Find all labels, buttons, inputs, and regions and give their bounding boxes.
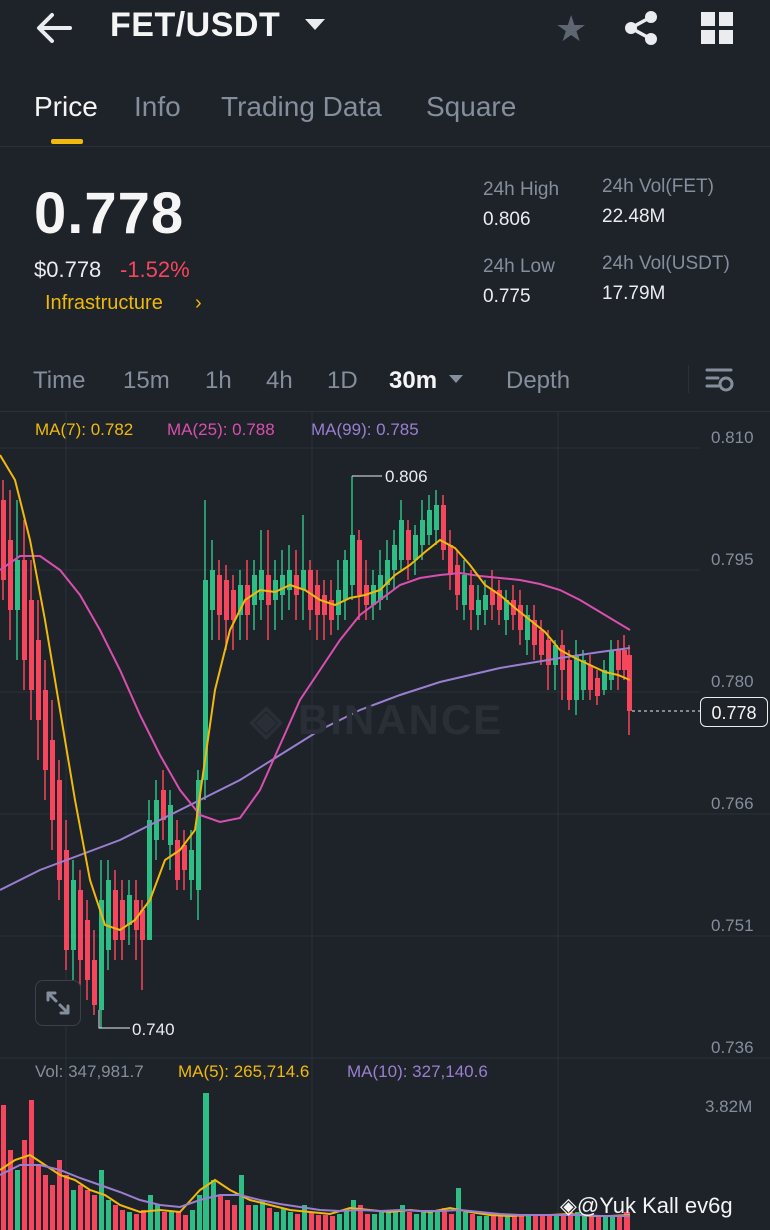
binance-diamond-icon: ◈ — [560, 1193, 577, 1218]
tab-square[interactable]: Square — [426, 91, 517, 122]
divider — [688, 365, 689, 393]
y-axis-tick: 0.736 — [711, 1038, 754, 1057]
vol-base-value: 22.48M — [602, 206, 666, 227]
favorite-star-icon[interactable]: ★ — [555, 8, 588, 49]
tf-time[interactable]: Time — [33, 367, 86, 394]
high-marker-label: 0.806 — [385, 467, 428, 486]
vol-base-label: 24h Vol(FET) — [602, 176, 714, 197]
high-value: 0.806 — [483, 209, 531, 230]
tab-info[interactable]: Info — [134, 91, 181, 122]
ma25-legend: MA(25): 0.788 — [167, 420, 275, 439]
vol-ma10-legend: MA(10): 327,140.6 — [347, 1062, 488, 1081]
timeframe-dropdown-icon[interactable] — [449, 375, 463, 383]
current-price-badge: 0.778 — [700, 697, 768, 727]
y-axis-tick: 0.751 — [711, 916, 754, 935]
tab-price[interactable]: Price — [34, 91, 98, 122]
back-arrow-icon[interactable] — [34, 10, 74, 46]
binance-logo-icon: ◈ — [250, 696, 298, 743]
share-icon[interactable] — [622, 9, 660, 47]
y-axis-tick: 0.780 — [711, 672, 754, 691]
binance-watermark: ◈ BINANCE — [250, 696, 504, 743]
low-label: 24h Low — [483, 256, 555, 277]
volume-legend: Vol: 347,981.7 — [35, 1062, 144, 1081]
vol-ma10-line — [0, 1164, 630, 1217]
tf-4h[interactable]: 4h — [266, 367, 293, 394]
low-marker-label: 0.740 — [132, 1020, 175, 1039]
ma7-legend: MA(7): 0.782 — [35, 420, 134, 439]
pair-dropdown-icon[interactable] — [305, 19, 325, 30]
timeframe-bar: Time 15m 1h 4h 1D 30m Depth — [0, 355, 770, 412]
active-tab-indicator — [51, 139, 83, 144]
usd-price: $0.778 — [34, 257, 102, 282]
low-marker-line — [98, 1010, 130, 1029]
tf-depth[interactable]: Depth — [506, 367, 571, 394]
ma25-line — [0, 555, 631, 824]
tf-30m[interactable]: 30m — [389, 367, 438, 394]
vol-ma5-legend: MA(5): 265,714.6 — [178, 1062, 310, 1081]
ma7-line — [0, 454, 631, 932]
ma99-legend: MA(99): 0.785 — [311, 420, 419, 439]
grid-lines — [0, 412, 770, 1230]
category-link[interactable]: Infrastructure — [45, 292, 163, 314]
high-label: 24h High — [483, 179, 560, 200]
price-change: -1.52% — [120, 257, 190, 282]
y-axis-tick: 0.810 — [711, 428, 754, 447]
last-price: 0.778 — [34, 181, 185, 246]
vol-quote-label: 24h Vol(USDT) — [602, 253, 730, 274]
fullscreen-button[interactable] — [35, 980, 81, 1026]
page-tabs: Price Info Trading Data Square — [0, 88, 770, 147]
trading-pair-title[interactable]: FET/USDT — [110, 6, 281, 44]
chevron-right-icon[interactable]: › — [195, 292, 202, 314]
vol-quote-value: 17.79M — [602, 283, 666, 304]
chart-settings-icon[interactable] — [704, 365, 734, 395]
expand-icon — [46, 991, 70, 1015]
low-value: 0.775 — [483, 286, 531, 307]
credit-watermark: ◈@Yuk Kall ev6g — [560, 1193, 733, 1218]
y-axis-tick: 0.795 — [711, 550, 754, 569]
tf-1h[interactable]: 1h — [205, 367, 232, 394]
candles — [1, 476, 632, 1028]
top-bar: FET/USDT ★ — [0, 0, 770, 60]
tf-15m[interactable]: 15m — [123, 367, 170, 394]
ma99-line — [0, 647, 631, 891]
volume-axis-max: 3.82M — [705, 1097, 753, 1116]
y-axis-tick: 0.766 — [711, 794, 754, 813]
candlestick-chart[interactable]: 0.806 0.740 — [0, 412, 770, 1230]
grid-menu-icon[interactable] — [700, 12, 734, 44]
tab-trading-data[interactable]: Trading Data — [221, 91, 382, 122]
tf-1d[interactable]: 1D — [327, 367, 358, 394]
